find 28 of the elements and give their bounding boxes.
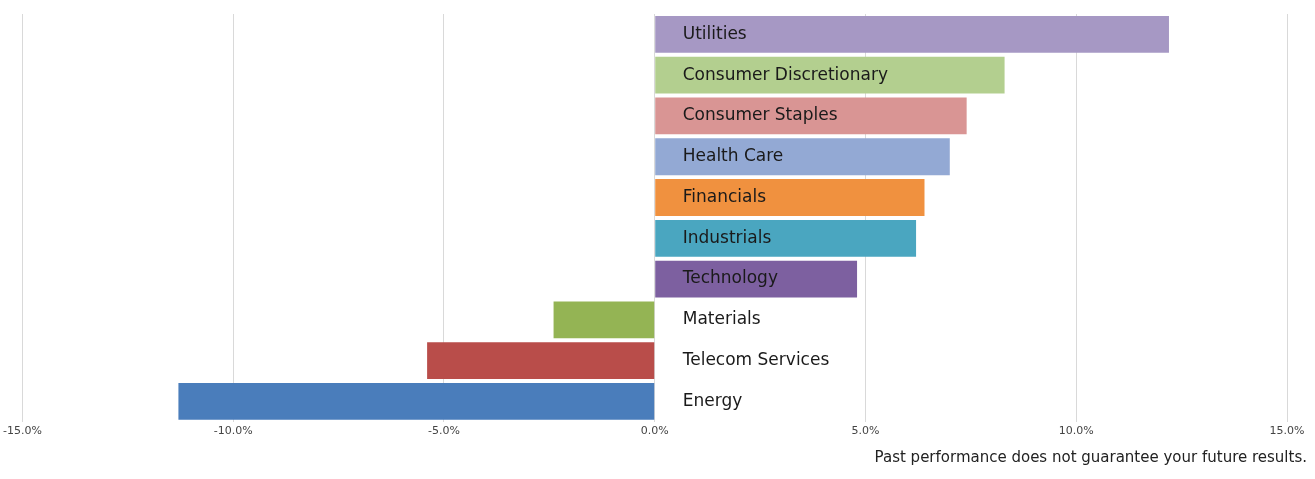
y-tick-label: Financials <box>682 185 767 206</box>
y-tick-label: Materials <box>682 308 761 329</box>
x-tick-label: 15.0% <box>1269 424 1305 438</box>
x-tick-label: 0.0% <box>640 424 669 438</box>
y-tick-label: Health Care <box>682 145 784 166</box>
bar <box>655 260 858 298</box>
x-tick-label: -15.0% <box>3 424 42 438</box>
bar <box>655 56 1005 94</box>
bar <box>655 97 967 135</box>
x-tick-label: -5.0% <box>428 424 460 438</box>
y-tick-label: Consumer Staples <box>682 104 838 125</box>
text: Past performance does not guarantee your future results. <box>874 448 1307 466</box>
y-tick-label: Consumer Discretionary <box>682 63 888 84</box>
x-tick-label: -10.0% <box>213 424 253 438</box>
bar <box>655 179 925 216</box>
bar <box>553 301 655 339</box>
y-tick-label: Technology <box>681 267 778 288</box>
x-tick-label: 5.0% <box>851 424 880 438</box>
bar <box>655 15 1169 53</box>
bar <box>178 383 655 420</box>
y-tick-label: Telecom Services <box>681 349 830 370</box>
y-tick-label: Energy <box>682 389 743 410</box>
y-tick-label: Utilities <box>682 22 747 43</box>
bar <box>427 342 655 380</box>
x-tick-label: 10.0% <box>1058 424 1094 438</box>
y-tick-label: Industrials <box>682 226 772 247</box>
bar <box>655 138 950 176</box>
bar <box>655 219 917 257</box>
